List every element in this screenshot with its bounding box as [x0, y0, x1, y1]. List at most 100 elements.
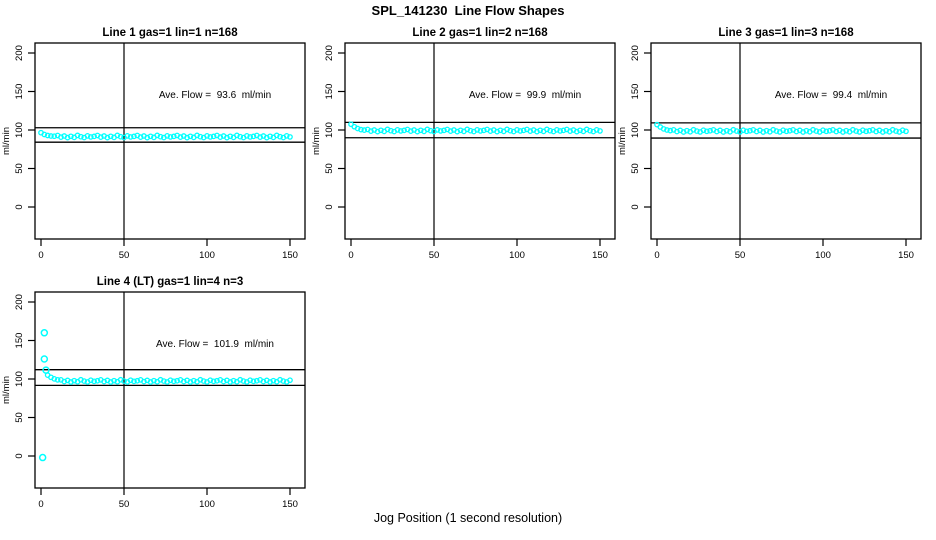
data-point	[107, 133, 114, 140]
data-point	[147, 133, 154, 140]
data-point	[124, 133, 131, 139]
flow-panel: Line 2 gas=1 lin=2 n=168 0 50 100 150 200 ml/m…	[310, 20, 628, 273]
data-point	[207, 134, 214, 140]
data-point	[354, 125, 361, 132]
y-tick-label: 50	[324, 163, 335, 174]
y-axis-title: ml/min	[1, 376, 12, 404]
plot-box	[34, 42, 306, 240]
data-point	[780, 127, 787, 134]
y-tick-label: 0	[324, 204, 335, 209]
data-point	[553, 126, 560, 133]
data-point	[41, 131, 48, 138]
data-point	[283, 133, 290, 139]
y-tick-label: 0	[14, 453, 25, 458]
data-point	[597, 128, 603, 134]
data-point	[243, 133, 250, 139]
data-point	[477, 128, 484, 134]
data-point	[217, 134, 224, 141]
y-tick-label: 150	[14, 333, 25, 349]
flow-panel: Line 1 gas=1 lin=1 n=168 0 50 100 150 200 ml/m…	[0, 20, 318, 273]
y-tick-label: 200	[14, 294, 25, 310]
data-point	[200, 378, 207, 384]
x-tick-label: 100	[199, 250, 215, 261]
y-tick-label: 200	[324, 45, 335, 61]
data-point	[693, 128, 700, 134]
data-point	[151, 377, 157, 384]
data-point	[823, 128, 830, 135]
data-point	[131, 133, 137, 140]
data-point	[703, 128, 710, 135]
y-tick-label: 150	[630, 84, 641, 100]
data-point	[207, 377, 214, 384]
data-points	[38, 329, 293, 462]
x-tick-label: 50	[119, 250, 130, 261]
data-point	[664, 127, 670, 133]
y-tick-label: 200	[630, 45, 641, 61]
data-point	[660, 126, 667, 132]
data-point	[121, 378, 127, 384]
data-point	[141, 378, 147, 385]
data-point	[220, 378, 227, 385]
data-point	[44, 132, 51, 139]
data-point	[54, 376, 61, 383]
data-point	[127, 134, 134, 140]
data-point	[407, 128, 414, 135]
data-point	[786, 127, 793, 134]
x-tick-label: 100	[815, 250, 831, 261]
data-point	[820, 127, 826, 134]
data-point	[253, 377, 260, 384]
flow-panel-svg: Line 4 (LT) gas=1 lin=4 n=3 0 50 100 150 200 m…	[1, 276, 306, 510]
y-tick-label: 50	[630, 163, 641, 174]
data-point	[170, 378, 177, 385]
data-point	[157, 133, 164, 140]
data-point	[174, 377, 180, 384]
data-point	[803, 127, 810, 134]
y-tick-label: 50	[14, 412, 25, 423]
data-point	[240, 378, 247, 384]
flow-panel: Line 3 gas=1 lin=3 n=168 0 50 100 150 200 ml/m…	[616, 20, 934, 273]
data-point	[111, 377, 117, 384]
y-tick-label: 100	[14, 371, 25, 387]
data-point	[401, 127, 407, 134]
outlier-point	[42, 366, 50, 374]
x-tick-label: 0	[348, 250, 353, 261]
data-point	[167, 377, 174, 384]
data-point	[753, 128, 760, 135]
data-point	[467, 127, 474, 134]
x-tick-label: 0	[38, 250, 43, 261]
data-point	[783, 128, 790, 135]
data-point	[131, 378, 137, 385]
y-axis-title: ml/min	[617, 127, 628, 155]
data-point	[587, 127, 593, 134]
data-point	[210, 378, 217, 385]
data-point	[813, 128, 820, 134]
x-tick-label: 150	[282, 250, 298, 261]
data-point	[117, 133, 124, 140]
data-point	[164, 133, 171, 139]
data-point	[514, 126, 520, 133]
data-point	[713, 128, 720, 135]
data-point	[190, 377, 197, 384]
data-point	[743, 128, 750, 135]
data-point	[97, 134, 104, 141]
data-point	[747, 127, 753, 134]
data-point	[487, 128, 494, 135]
data-point	[378, 127, 384, 134]
data-point	[437, 128, 444, 134]
data-point	[197, 133, 204, 140]
data-point	[394, 126, 401, 133]
data-point	[863, 128, 870, 135]
data-point	[368, 128, 374, 135]
data-point	[474, 126, 481, 133]
data-point	[51, 375, 58, 382]
panel-title: Line 1 gas=1 lin=1 n=168	[102, 27, 238, 39]
data-point	[260, 378, 267, 385]
data-point	[537, 127, 544, 134]
y-tick-label: 150	[324, 84, 335, 100]
data-point	[237, 133, 244, 140]
y-tick-label: 0	[630, 204, 641, 209]
panel-title: Line 2 gas=1 lin=2 n=168	[412, 27, 548, 39]
data-point	[170, 133, 177, 140]
data-point	[387, 127, 394, 134]
data-point	[893, 128, 899, 134]
